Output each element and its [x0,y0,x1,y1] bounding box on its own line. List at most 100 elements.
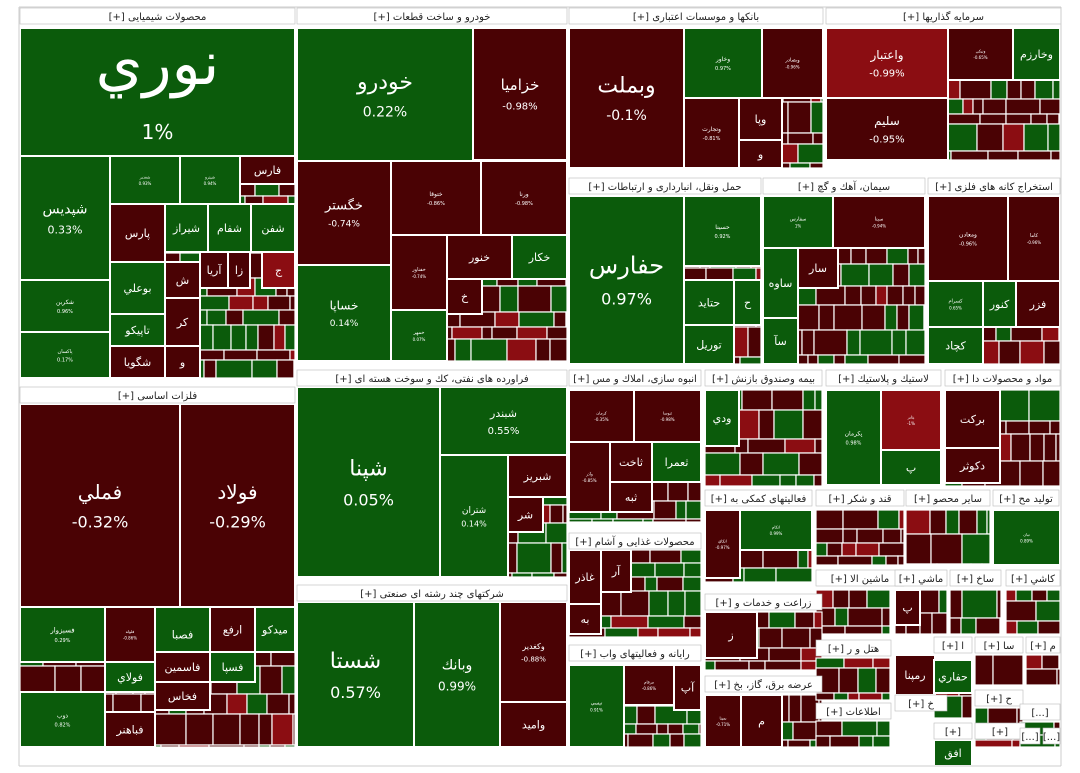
filler-tile[interactable] [758,409,775,440]
filler-tile[interactable] [553,311,567,328]
filler-tile[interactable] [667,723,684,735]
filler-tile[interactable] [962,98,974,115]
filler-tile[interactable] [842,509,879,530]
filler-tile[interactable] [239,713,260,746]
tile-فارس[interactable]: فارس [239,155,296,185]
tile-كچاد[interactable]: كچاد [927,326,984,365]
filler-tile[interactable] [1058,113,1061,125]
tile-تيان[interactable]: تيان 0.89% [992,509,1061,566]
filler-tile[interactable] [837,555,873,566]
filler-tile[interactable] [861,304,886,331]
filler-tile[interactable] [516,542,552,574]
filler-tile[interactable] [842,528,858,544]
filler-tile[interactable] [1005,98,1041,115]
tile-ثاخت[interactable]: ثاخت [609,441,653,483]
tile-شيراز[interactable]: شيراز [164,203,209,253]
filler-tile[interactable] [896,304,910,331]
sector-header[interactable]: قند و شكر [+] [815,489,905,507]
filler-tile[interactable] [1029,433,1045,462]
tile-كر[interactable]: كر [164,297,201,347]
tile-وبصادر[interactable]: وبصادر -0.96% [761,27,824,99]
tile-فولاي[interactable]: فولاي [104,661,156,693]
filler-tile[interactable] [979,113,1007,125]
filler-tile[interactable] [815,657,845,669]
tile-و[interactable]: و [164,345,201,379]
filler-tile[interactable] [773,409,804,440]
filler-tile[interactable] [1049,420,1061,435]
filler-tile[interactable] [891,329,907,356]
filler-tile[interactable] [974,739,1013,748]
filler-tile[interactable] [841,720,878,737]
filler-tile[interactable] [591,518,614,523]
filler-tile[interactable] [930,533,963,565]
filler-tile[interactable] [610,615,649,629]
filler-tile[interactable] [653,500,677,520]
tile-واميد[interactable]: واميد [499,701,568,748]
sector-header[interactable]: [...] [1019,703,1061,721]
tile-ثنوسا[interactable]: ثنوسا -0.98% [633,389,702,443]
filler-tile[interactable] [212,713,241,746]
filler-tile[interactable] [945,509,960,535]
filler-tile[interactable] [914,285,926,306]
filler-tile[interactable] [644,576,658,592]
filler-tile[interactable] [802,409,823,440]
filler-tile[interactable] [228,295,254,311]
tile-ودي[interactable]: ودي [704,389,740,447]
filler-tile[interactable] [758,627,783,649]
filler-tile[interactable] [801,329,815,356]
filler-tile[interactable] [550,285,568,313]
filler-tile[interactable] [810,101,824,134]
filler-tile[interactable] [768,647,802,662]
filler-tile[interactable] [185,713,214,746]
filler-tile[interactable] [794,611,815,629]
tile-پارس[interactable]: پارس [109,203,166,263]
filler-tile[interactable] [719,474,753,487]
filler-tile[interactable] [855,542,880,557]
filler-tile[interactable] [815,555,839,566]
tile-آپ[interactable]: آپ [673,664,702,711]
filler-tile[interactable] [762,452,800,476]
filler-tile[interactable] [685,518,702,523]
filler-tile[interactable] [833,354,846,365]
tile-خفناور[interactable]: خفناور-0.74% [390,234,448,311]
filler-tile[interactable] [1030,113,1048,125]
filler-tile[interactable] [289,349,296,361]
filler-tile[interactable] [451,326,483,340]
filler-tile[interactable] [741,389,773,411]
filler-tile[interactable] [531,572,555,578]
filler-tile[interactable] [961,695,973,719]
tile-شتران[interactable]: شتران 0.14% [439,454,509,578]
filler-tile[interactable] [1017,150,1052,161]
tile-شستا[interactable]: شستا 0.57% [296,601,415,748]
tile-خزاميا[interactable]: خزاميا -0.98% [472,27,568,161]
tile-شكربن[interactable]: شكربن 0.96% [19,279,111,333]
filler-tile[interactable] [1025,668,1058,686]
tile-سيتا[interactable]: سيتا -0.94% [832,195,926,249]
filler-tile[interactable] [1005,589,1017,602]
filler-tile[interactable] [840,263,870,287]
filler-tile[interactable] [747,438,786,454]
tile-خ[interactable]: خ [446,278,483,315]
filler-tile[interactable] [844,354,869,365]
tile-ج[interactable]: ج [261,251,296,289]
filler-tile[interactable] [656,576,684,592]
sector-header[interactable]: سا [+] [974,636,1024,654]
tile-فخاس[interactable]: فخاس [154,681,211,711]
sector-header[interactable]: استخراج كانه های فلزی [+] [927,177,1061,195]
filler-tile[interactable] [550,542,563,574]
filler-tile[interactable] [242,309,280,326]
filler-tile[interactable] [1050,150,1061,161]
filler-tile[interactable] [856,528,884,544]
tile-افق[interactable]: افق [933,739,973,767]
tile-فسبزوار[interactable]: فسبزوار 0.29% [19,606,106,663]
filler-tile[interactable] [226,693,248,715]
filler-tile[interactable] [858,735,874,748]
filler-tile[interactable] [784,438,816,454]
filler-tile[interactable] [288,693,296,715]
filler-tile[interactable] [517,285,552,313]
filler-tile[interactable] [683,615,702,629]
tile-سآ[interactable]: سآ [762,317,799,365]
filler-tile[interactable] [981,563,991,566]
filler-tile[interactable] [704,452,741,476]
filler-tile[interactable] [787,101,812,134]
